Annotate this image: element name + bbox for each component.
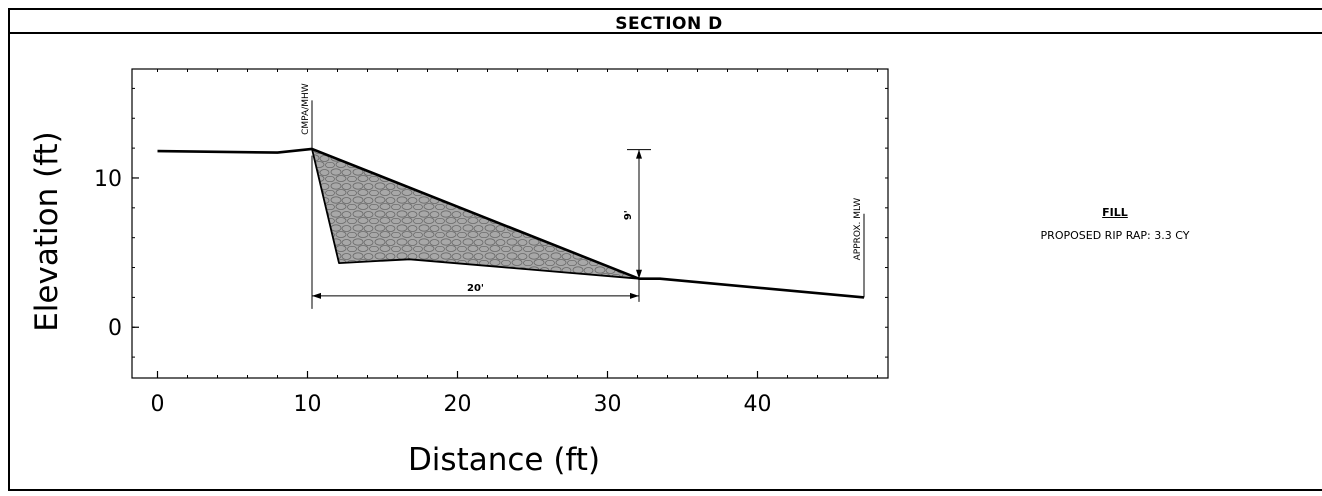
width-arrow-left (312, 292, 321, 299)
x-axis-label: Distance (ft) (408, 442, 600, 478)
ground-profile-line (157, 147, 865, 299)
y-tick-label: 0 (108, 316, 122, 341)
x-tick-label: 10 (294, 392, 322, 417)
fill-heading: FILL (1102, 206, 1128, 219)
width-arrow-right (630, 292, 639, 299)
height-arrow-top (636, 149, 642, 159)
x-tick-label: 20 (444, 392, 472, 417)
y-tick-label: 10 (94, 167, 122, 192)
x-tick-label: 40 (744, 392, 772, 417)
fill-note: FILL PROPOSED RIP RAP: 3.3 CY (1010, 206, 1220, 243)
section-frame: SECTION D (8, 8, 1322, 491)
height-arrow-bottom (636, 269, 642, 279)
x-tick-label: 30 (594, 392, 622, 417)
section-title: SECTION D (615, 14, 723, 34)
plot-frame (131, 68, 889, 379)
mlw-label: APPROX. MLW (853, 198, 863, 261)
height-dimension-label: 9' (623, 210, 634, 220)
x-tick-label: 0 (151, 392, 165, 417)
section-title-bar: SECTION D (10, 10, 1322, 34)
y-axis-label: Elevation (ft) (29, 131, 65, 332)
width-dimension-label: 20' (467, 283, 484, 294)
fill-text: PROPOSED RIP RAP: 3.3 CY (1040, 229, 1190, 242)
cmpa-label: CMPA/MHW (301, 83, 311, 135)
